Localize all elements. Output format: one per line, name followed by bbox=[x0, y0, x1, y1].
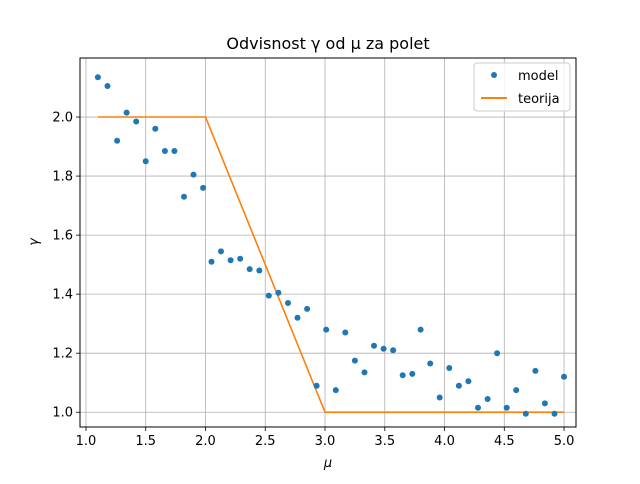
data-point-model bbox=[399, 372, 406, 379]
data-point-model bbox=[371, 342, 377, 349]
x-axis-label: μ bbox=[323, 456, 332, 471]
x-tick-label: 3.0 bbox=[315, 434, 336, 449]
data-point-model bbox=[551, 410, 558, 417]
x-tick-label: 2.5 bbox=[255, 434, 276, 449]
data-point-model bbox=[513, 387, 520, 394]
legend-label-teorija: teorija bbox=[518, 92, 560, 107]
plot-frame bbox=[79, 57, 577, 428]
data-point-model bbox=[390, 347, 397, 354]
data-point-model bbox=[114, 137, 121, 144]
y-tick-label: 1.4 bbox=[52, 288, 73, 303]
data-point-model bbox=[181, 193, 187, 200]
data-point-model bbox=[304, 305, 311, 312]
data-point-model bbox=[494, 350, 501, 357]
data-point-model bbox=[294, 314, 301, 321]
x-tick-label: 2.0 bbox=[195, 434, 216, 449]
data-point-model bbox=[161, 148, 168, 154]
data-point-model bbox=[380, 345, 387, 352]
data-point-model bbox=[361, 369, 368, 376]
chart-title: Odvisnost γ od μ za polet bbox=[226, 34, 429, 53]
data-point-model bbox=[218, 248, 224, 255]
data-point-model bbox=[246, 266, 253, 273]
data-point-model bbox=[275, 289, 282, 296]
data-point-model bbox=[427, 360, 434, 367]
x-tick-label: 4.5 bbox=[494, 434, 515, 449]
legend-label-model: model bbox=[518, 69, 558, 84]
data-point-model bbox=[465, 378, 472, 385]
data-point-model bbox=[522, 410, 529, 417]
x-tick-label: 5.0 bbox=[554, 434, 575, 449]
data-point-model bbox=[94, 74, 101, 81]
data-point-model bbox=[285, 300, 291, 306]
data-point-model bbox=[171, 148, 178, 154]
x-tick-label: 4.0 bbox=[434, 434, 455, 449]
data-point-model bbox=[409, 370, 416, 377]
x-tick-label: 1.5 bbox=[135, 434, 156, 449]
data-point-model bbox=[133, 118, 140, 125]
data-point-model bbox=[256, 267, 263, 274]
series-line-teorija bbox=[97, 116, 564, 414]
x-tick-label: 1.0 bbox=[76, 434, 97, 449]
data-point-model bbox=[332, 387, 339, 394]
data-point-model bbox=[532, 367, 539, 374]
legend: model teorija bbox=[473, 62, 571, 112]
data-point-model bbox=[455, 382, 462, 389]
data-point-model bbox=[417, 326, 424, 333]
data-point-model bbox=[123, 109, 130, 116]
data-point-model bbox=[323, 326, 330, 333]
model-points bbox=[94, 74, 567, 417]
y-tick-label: 1.8 bbox=[52, 170, 73, 185]
axis-ticks: 1.0 1.5 2.0 2.5 3.0 3.5 4.0 4.5 5.0 1.0 1.2 1.4 1.6 1… bbox=[52, 111, 574, 449]
data-point-model bbox=[446, 365, 453, 371]
data-point-model bbox=[152, 125, 159, 132]
data-point-model bbox=[200, 184, 207, 191]
data-point-model bbox=[237, 255, 244, 262]
data-point-model bbox=[475, 404, 481, 411]
data-point-model bbox=[342, 329, 349, 336]
data-point-model bbox=[265, 292, 272, 299]
data-point-model bbox=[561, 373, 567, 380]
data-point-model bbox=[142, 158, 149, 165]
x-tick-label: 3.5 bbox=[374, 434, 395, 449]
y-tick-label: 1.2 bbox=[52, 347, 73, 362]
data-point-model bbox=[351, 357, 358, 364]
data-point-model bbox=[227, 257, 234, 264]
data-point-model bbox=[484, 396, 491, 402]
data-point-model bbox=[436, 394, 443, 401]
y-tick-label: 2.0 bbox=[52, 111, 73, 126]
data-point-model bbox=[104, 83, 111, 89]
theory-layer bbox=[97, 116, 564, 414]
y-axis-label: γ bbox=[27, 237, 42, 246]
y-tick-label: 1.0 bbox=[52, 406, 73, 421]
y-tick-label: 1.6 bbox=[52, 229, 73, 244]
data-point-model bbox=[313, 382, 320, 389]
data-point-model bbox=[190, 171, 197, 178]
plot-area bbox=[80, 58, 576, 427]
data-point-model bbox=[503, 404, 510, 411]
data-point-model bbox=[541, 400, 548, 407]
data-point-model bbox=[208, 258, 215, 265]
legend-marker-model bbox=[491, 72, 497, 78]
